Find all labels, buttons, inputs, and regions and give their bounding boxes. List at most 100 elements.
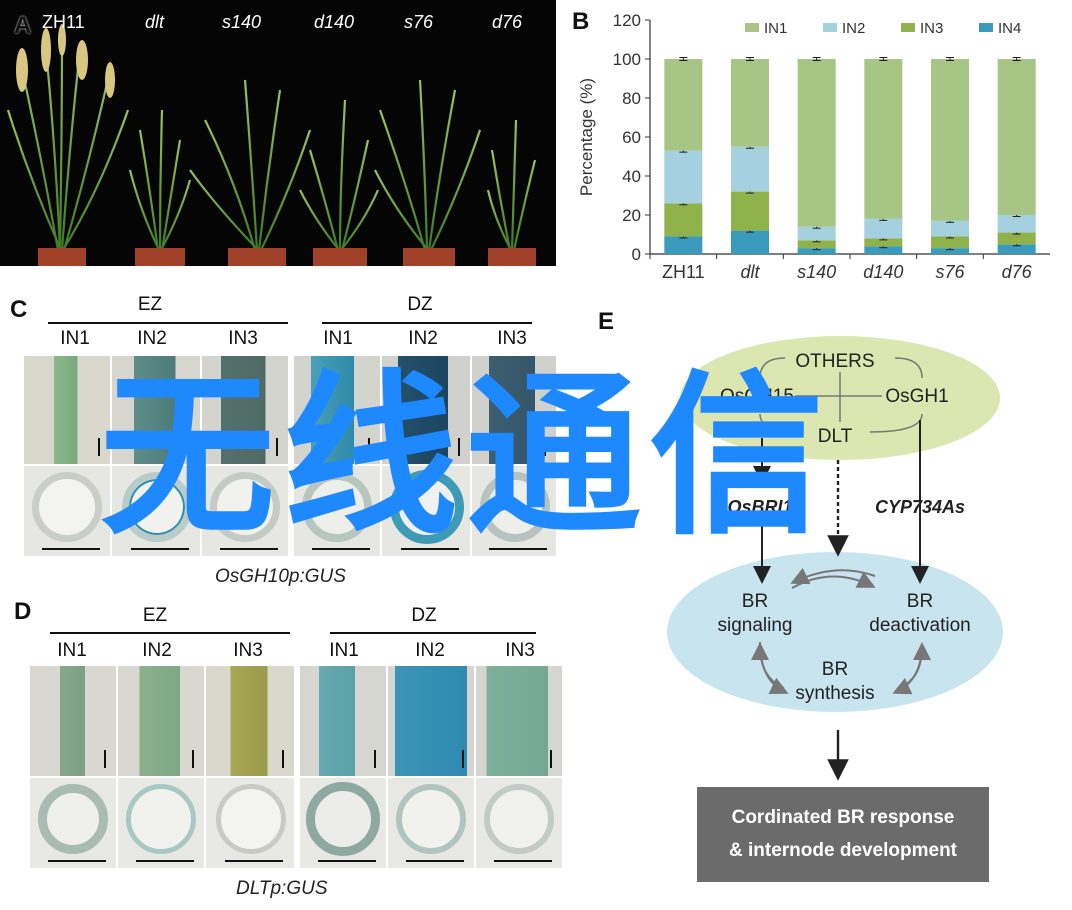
panel-d-dz-line [330, 632, 536, 634]
panel-c-col-4: IN1 [323, 328, 353, 349]
bar-segment [731, 191, 769, 231]
panel-d-section-in2-dz [388, 778, 474, 868]
bar-segment [997, 244, 1036, 254]
bar-segment [931, 236, 969, 249]
y-tick-label: 20 [622, 206, 641, 225]
y-tick-label: 40 [622, 167, 641, 186]
panel-d-stem-in3-ez [206, 666, 294, 776]
blue-ellipse [667, 552, 1003, 712]
plant-label-d76: d76 [492, 12, 523, 32]
panel-d-stem-in3-dz [476, 666, 562, 776]
panel-c-col-6: IN3 [497, 328, 527, 349]
response-line-1: Cordinated BR response [731, 807, 955, 829]
response-line-2: & internode development [728, 839, 958, 861]
br-pathway-diagram [667, 336, 1003, 781]
panel-letter-e: E [598, 308, 615, 335]
bar-segment [864, 59, 903, 219]
bar-segment [731, 230, 769, 254]
node-gh15: OsGH15 [720, 386, 794, 407]
legend-label: IN2 [842, 20, 865, 37]
panel-c-section-in1-dz [294, 466, 380, 556]
plant-label-s140: s140 [222, 12, 262, 32]
bar-segment [864, 218, 903, 239]
legend-swatch [823, 23, 837, 32]
x-tick-label: d140 [863, 262, 903, 282]
bar-segment [997, 232, 1036, 245]
bar-segment [864, 238, 903, 247]
bar-segment [931, 59, 969, 221]
bar-segment [864, 246, 903, 254]
legend-label: IN3 [920, 20, 943, 37]
panel-c-col-1: IN1 [60, 328, 90, 349]
panel-c-stem-in1-ez [24, 356, 110, 464]
panel-c-stem-in2-ez [112, 356, 200, 464]
node-gh1: OsGH1 [885, 386, 949, 407]
x-tick-label: s76 [935, 262, 965, 282]
panel-c-ez-line [48, 322, 288, 324]
panel-c-section-in1-ez [24, 466, 110, 556]
legend-label: IN4 [998, 20, 1021, 37]
node-bri1: OsBRI1 [727, 497, 793, 517]
panel-d-col-4: IN1 [329, 640, 359, 661]
node-br-synthesis: BR synthesis [795, 659, 875, 704]
bar-segment [797, 59, 836, 227]
bar-segment [664, 236, 703, 254]
node-br-deactivation: BR deactivation [869, 591, 971, 636]
panel-c-stem-in3-dz [472, 356, 556, 464]
bar-segment [731, 59, 769, 147]
panel-c-dz-header: DZ [407, 294, 433, 315]
bar-segment [997, 215, 1036, 233]
plant-label-s76: s76 [404, 12, 434, 32]
panel-d-ez-header: EZ [142, 605, 168, 626]
panel-c-stem-in3-ez [202, 356, 288, 464]
y-tick-label: 60 [622, 128, 641, 147]
panel-c-section-in2-ez [112, 466, 200, 556]
node-cyp734as: CYP734As [874, 497, 966, 517]
panel-c-caption: OsGH10p:GUS [215, 566, 346, 587]
panel-c-dz-line [322, 322, 532, 324]
bar-segment [931, 220, 969, 237]
panel-d-caption: DLTp:GUS [236, 878, 328, 899]
panel-c-stem-in1-dz [294, 356, 380, 464]
panel-letter-b: B [572, 8, 590, 35]
x-tick-label: ZH11 [662, 262, 705, 282]
legend-swatch [901, 23, 915, 32]
panel-c-section-in3-dz [472, 466, 556, 556]
panel-d-ez-line [50, 632, 290, 634]
panel-d-stem-in2-ez [118, 666, 204, 776]
bar-segment [731, 146, 769, 192]
panel-d-section-in3-dz [476, 778, 562, 868]
panel-d-col-1: IN1 [57, 640, 87, 661]
panel-d-section-in1-ez [30, 778, 116, 868]
bar-segment [664, 150, 703, 204]
bar-segment [664, 59, 703, 151]
panel-d-col-6: IN3 [505, 640, 535, 661]
panel-d-section-in1-dz [300, 778, 386, 868]
panel-d-section-in3-ez [206, 778, 294, 868]
panel-c-col-3: IN3 [228, 328, 258, 349]
bar-segment [997, 59, 1036, 215]
watermark-text: 无线通信 [100, 356, 832, 559]
panel-letter-d: D [14, 598, 32, 625]
panel-c-col-2: IN2 [137, 328, 167, 349]
bar-segment [664, 203, 703, 237]
panel-c-section-in2-dz [382, 466, 470, 556]
panel-letter-c: C [10, 296, 28, 323]
node-dlt: DLT [817, 426, 853, 447]
rice-plants-illustration [6, 24, 537, 266]
plant-label-d140: d140 [314, 12, 355, 32]
legend-label: IN1 [764, 20, 787, 37]
panel-d-stem-in1-dz [300, 666, 386, 776]
panel-d-col-3: IN3 [233, 640, 263, 661]
panel-letter-a: A [14, 12, 32, 39]
panel-c-ez-header: EZ [137, 294, 163, 315]
panel-d-section-in2-ez [118, 778, 204, 868]
panel-d-col-2: IN2 [142, 640, 172, 661]
plant-label-dlt: dlt [145, 12, 165, 32]
response-box: Cordinated BR response & internode devel… [697, 787, 989, 882]
legend-swatch [979, 23, 993, 32]
x-tick-label: s140 [797, 262, 836, 282]
x-tick-label: dlt [740, 262, 760, 282]
bar-segment [797, 240, 836, 249]
